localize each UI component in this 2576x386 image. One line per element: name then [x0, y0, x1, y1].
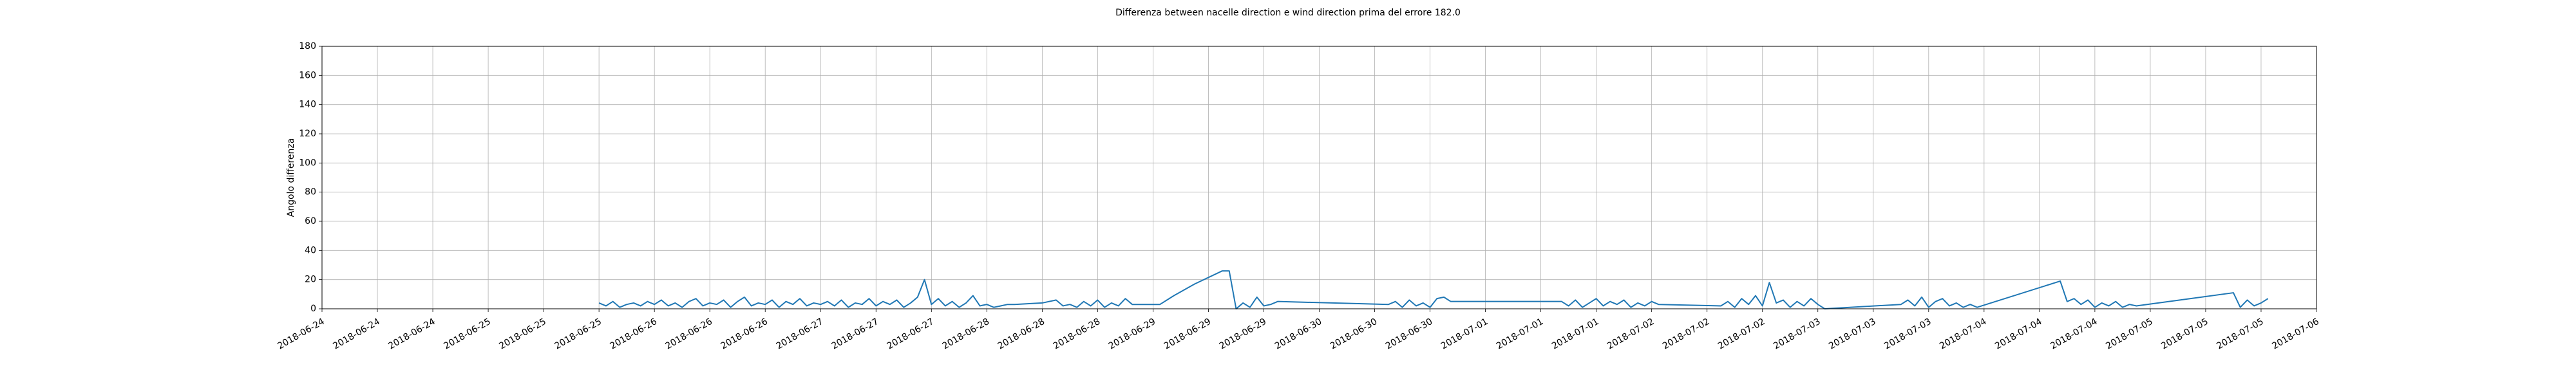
y-tick-label: 160	[299, 70, 316, 80]
plot-frame	[321, 46, 2317, 309]
y-tick-label: 60	[305, 216, 316, 226]
y-tick-label: 100	[299, 158, 316, 168]
y-tick-label: 40	[305, 245, 316, 255]
y-tick-label: 80	[305, 187, 316, 198]
y-tick-label: 20	[305, 275, 316, 285]
y-tick-label: 140	[299, 100, 316, 110]
y-tick-label: 120	[299, 129, 316, 139]
y-tick-label: 0	[310, 304, 316, 314]
y-axis-label: Angolo differenza	[286, 138, 296, 217]
chart-title: Differenza between nacelle direction e w…	[1115, 8, 1461, 18]
data-line	[598, 270, 2269, 309]
y-tick-label: 180	[299, 41, 316, 51]
